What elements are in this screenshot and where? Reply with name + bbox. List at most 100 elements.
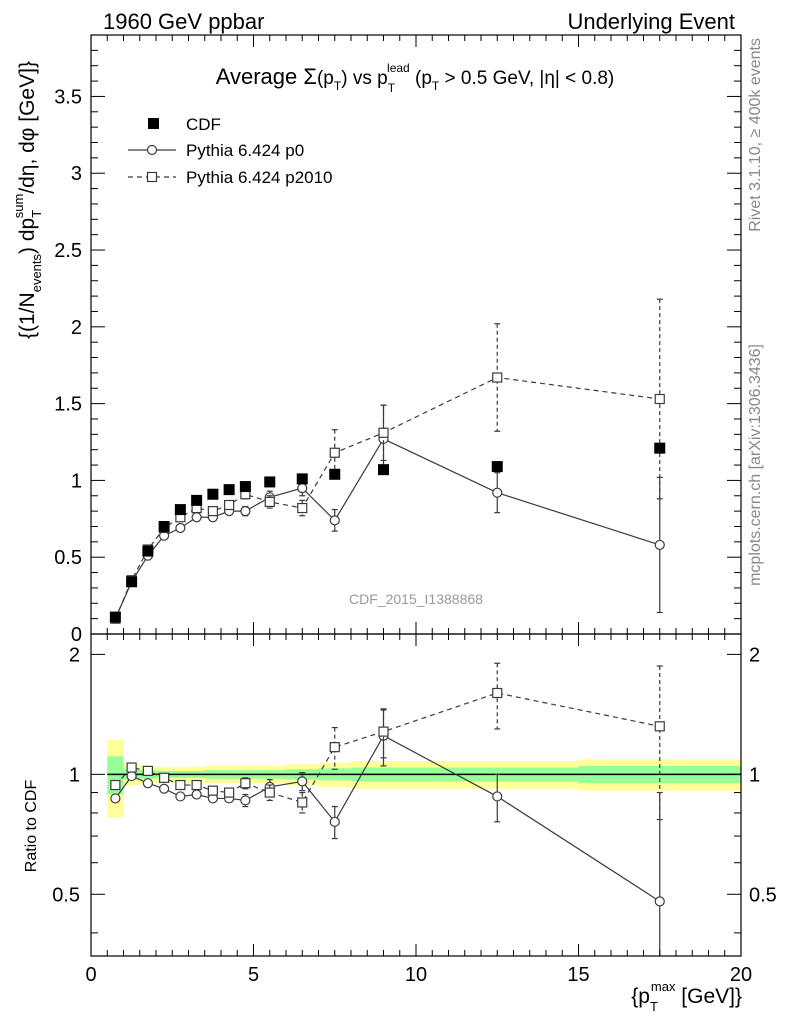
data-point xyxy=(223,484,235,496)
data-point xyxy=(296,473,308,485)
data-point xyxy=(110,793,121,804)
ratio-y-tick-label-right: 2 xyxy=(749,644,760,666)
title-vs: vs p xyxy=(348,68,388,89)
data-point xyxy=(224,787,235,798)
data-point xyxy=(654,896,665,907)
data-point xyxy=(109,611,121,623)
x-tick-label: 5 xyxy=(248,964,259,986)
data-point xyxy=(191,494,203,506)
title-cut: (p xyxy=(410,68,432,89)
main-data xyxy=(109,298,666,624)
data-point xyxy=(174,504,186,516)
ratio-y-tick-label-right: 1 xyxy=(749,764,760,786)
data-point xyxy=(207,506,218,517)
legend-cdf-label: CDF xyxy=(186,115,221,134)
title-pt-close: ) xyxy=(341,68,347,89)
data-point xyxy=(654,539,665,551)
data-point xyxy=(378,726,389,737)
data-point xyxy=(175,791,186,802)
data-point xyxy=(240,795,251,806)
data-point xyxy=(240,506,251,517)
header-left: 1960 GeV ppbar xyxy=(103,9,264,34)
data-point xyxy=(224,499,235,511)
title-pt-sub: T xyxy=(334,79,342,93)
x-tick-label: 15 xyxy=(567,964,589,986)
legend: CDF Pythia 6.424 p0 Pythia 6.424 p2010 xyxy=(128,115,333,187)
legend-cdf-marker xyxy=(148,118,159,129)
y-tick-label: 2 xyxy=(71,317,82,339)
data-point xyxy=(159,772,170,783)
legend-p0-label: Pythia 6.424 p0 xyxy=(186,141,304,160)
data-point xyxy=(329,742,340,753)
x-tick-label: 0 xyxy=(85,964,96,986)
data-point xyxy=(492,487,503,498)
data-point xyxy=(264,476,276,488)
data-point xyxy=(491,461,503,473)
data-point xyxy=(492,791,503,802)
ratio-data xyxy=(110,662,665,956)
y-tick-label: 1 xyxy=(71,470,82,492)
x-tick-label: 20 xyxy=(730,964,752,986)
title-cut-rest: > 0.5 GeV, |η| < 0.8) xyxy=(439,68,614,89)
ratio-y-axis-label: Ratio to CDF xyxy=(23,780,40,873)
ylabel-b: ) dp xyxy=(16,218,39,254)
data-point xyxy=(654,442,666,454)
y-tick-label: 0.5 xyxy=(54,547,82,569)
data-point xyxy=(207,785,218,796)
xlabel-a-sub: T xyxy=(650,999,658,1014)
data-point xyxy=(159,783,170,794)
title-sigma: Σ xyxy=(303,64,317,89)
title-cut-sub: T xyxy=(432,79,440,93)
legend-p0-marker xyxy=(146,144,158,156)
title-prefix: Average xyxy=(216,64,304,89)
data-point xyxy=(126,576,138,588)
plot-title: Average Σ(pT) vs pTlead (pT > 0.5 GeV, |… xyxy=(216,61,615,95)
data-point xyxy=(126,762,137,773)
ratio-y-tick-label: 1 xyxy=(69,764,80,786)
data-point xyxy=(191,512,202,523)
title-lead-sup: lead xyxy=(387,61,410,75)
main-y-axis-label: {(1/Nevents) dpTsum/dη, dφ [GeV]} xyxy=(11,61,44,339)
ylabel-a-sub: events xyxy=(29,253,44,292)
data-point xyxy=(191,789,202,800)
ratio-plot-area xyxy=(107,739,741,818)
series-line xyxy=(114,692,660,804)
data-point xyxy=(110,779,121,791)
data-point xyxy=(329,468,341,480)
data-point xyxy=(207,488,219,500)
data-point xyxy=(492,372,503,383)
title-pt: (p xyxy=(317,68,334,89)
data-point xyxy=(264,787,275,798)
data-point xyxy=(297,797,308,808)
data-point xyxy=(329,447,340,458)
y-tick-label: 2.5 xyxy=(54,240,82,262)
data-point xyxy=(126,770,137,782)
x-tick-label: 10 xyxy=(405,964,427,986)
data-point xyxy=(378,427,389,438)
data-point xyxy=(297,502,308,514)
data-point xyxy=(378,464,389,476)
data-point xyxy=(654,721,665,732)
ratio-axes: 0 5 10 15 20 0.5 0.5 1 1 2 2 xyxy=(52,622,777,986)
ylabel-c: /dη, dφ [GeV]} xyxy=(16,61,39,194)
xlabel-a-sup: max xyxy=(651,979,676,994)
data-point xyxy=(142,778,153,789)
mcplots-label: mcplots.cern.ch [arXiv:1306.3436] xyxy=(747,344,764,586)
data-point xyxy=(191,779,202,791)
y-tick-label: 0 xyxy=(71,624,82,646)
ratio-y-tick-label: 0.5 xyxy=(52,884,80,906)
data-point xyxy=(158,520,170,532)
watermark: CDF_2015_I1388868 xyxy=(349,591,483,607)
data-point xyxy=(240,778,251,789)
y-tick-label: 1.5 xyxy=(54,394,82,416)
ratio-y-tick-label-right: 0.5 xyxy=(749,884,777,906)
y-tick-label: 3 xyxy=(71,163,82,185)
data-point xyxy=(297,776,308,787)
ylabel-b-sub: T xyxy=(29,210,44,218)
data-point xyxy=(175,779,186,791)
rivet-label: Rivet 3.1.10, ≥ 400k events xyxy=(747,38,764,232)
data-point xyxy=(654,393,665,405)
series-line xyxy=(114,734,661,902)
data-point xyxy=(297,482,308,494)
